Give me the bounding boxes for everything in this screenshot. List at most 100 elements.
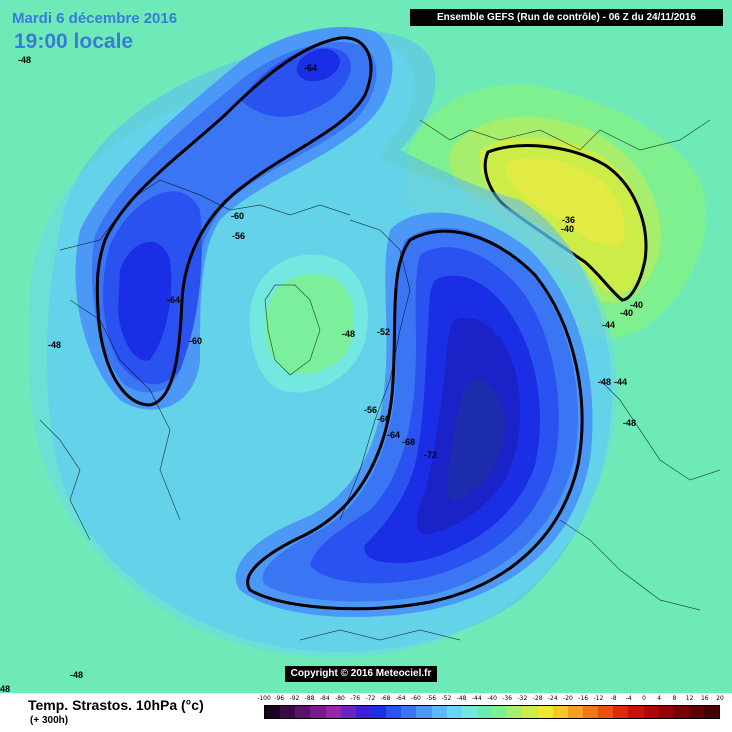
color-scale-tick-label: 12 [685, 695, 694, 702]
color-scale-swatch [507, 706, 523, 718]
color-scale-tick-label: -32 [517, 695, 528, 702]
color-scale-swatch [355, 706, 371, 718]
contour-label: -44 [602, 320, 615, 330]
color-scale-tick-label: -96 [274, 695, 285, 702]
color-scale-swatch [522, 706, 538, 718]
color-scale-tick-label: -64 [395, 695, 406, 702]
color-scale-swatch [265, 706, 281, 718]
contour-label: -48 [18, 55, 31, 65]
stratospheric-temperature-map: -48 -64 -60 -56 -64 -60 -48 -48 -52 -56 … [0, 0, 732, 693]
contour-label: -48 [342, 329, 355, 339]
contour-label: -64 [387, 430, 400, 440]
contour-label: -40 [620, 308, 633, 318]
color-scale-swatch [461, 706, 477, 718]
color-scale-tick-label: -60 [411, 695, 421, 702]
contour-label: -48 [48, 340, 61, 350]
coastlines [39, 119, 721, 641]
color-scale-swatch [688, 706, 705, 718]
color-scale-tick-label: 4 [657, 695, 662, 702]
model-run-label: Ensemble GEFS (Run de contrôle) - 06 Z d… [410, 9, 723, 26]
contour-label: -36 [562, 215, 575, 225]
color-scale-tick-label: -4 [625, 695, 632, 702]
polar-region [249, 254, 368, 393]
color-scale-swatch [340, 706, 356, 718]
contour-label: -40 [630, 300, 643, 310]
contour-label: -48 [623, 418, 636, 428]
color-scale-tick-label: -68 [380, 695, 391, 702]
contour-label: -56 [232, 231, 245, 241]
siberia-cold-lobe [235, 212, 593, 618]
color-scale-swatch [673, 706, 689, 718]
contour-label: -60 [377, 414, 390, 424]
color-scale-swatch [537, 706, 553, 718]
color-scale-swatch [613, 706, 629, 718]
color-scale-swatch [310, 706, 326, 718]
color-scale-swatch [628, 706, 644, 718]
color-scale-swatch [295, 706, 311, 718]
contour-label: -60 [189, 336, 202, 346]
color-scale-tick-label: -92 [289, 695, 300, 702]
color-scale-swatch [492, 706, 508, 718]
color-scale-tick-label: -80 [335, 695, 345, 702]
color-scale-tick-label: -88 [304, 695, 315, 702]
color-scale-bar [264, 705, 720, 719]
color-scale-tick-label: -100 [257, 695, 271, 702]
color-scale-swatch [416, 706, 432, 718]
color-scale-swatch [280, 706, 296, 718]
color-scale-tick-label: 20 [716, 695, 724, 702]
north-america-cold-lobe [75, 26, 393, 410]
color-scale-tick-label: -84 [319, 695, 330, 702]
contour-labels: -48 -64 -60 -56 -64 -60 -48 -48 -52 -56 … [0, 55, 643, 693]
color-scale-swatch [325, 706, 341, 718]
color-scale-swatch [370, 706, 387, 718]
contour-label: -56 [364, 405, 377, 415]
contour-label: -52 [377, 327, 390, 337]
contour-label: -60 [231, 211, 244, 221]
forecast-date: Mardi 6 décembre 2016 [12, 10, 178, 27]
color-scale-tick-label: -40 [487, 695, 497, 702]
color-scale-swatch [643, 706, 659, 718]
color-scale-tick-label: -12 [593, 695, 604, 702]
color-scale-swatch [704, 706, 720, 718]
color-scale-tick-label: -28 [532, 695, 543, 702]
color-scale-tick-label: 0 [642, 695, 646, 702]
contour-label: -72 [424, 450, 437, 460]
color-scale-tick-label: 8 [672, 695, 677, 702]
color-scale-swatch [401, 706, 417, 718]
color-scale-swatch [582, 706, 599, 718]
map-title: Temp. Strastos. 10hPa (°c) [28, 697, 204, 713]
color-scale-tick-label: -76 [350, 695, 361, 702]
contour-label: -64 [304, 63, 317, 73]
color-scale-tick-label: -16 [578, 695, 589, 702]
contour-label: -44 [614, 377, 627, 387]
color-scale-swatch [431, 706, 447, 718]
forecast-lead: (+ 300h) [30, 715, 69, 726]
contour-label: -48 [70, 670, 83, 680]
color-scale-tick-label: 16 [700, 695, 709, 702]
contour-label: -48 [598, 377, 611, 387]
color-scale-swatch [567, 706, 583, 718]
forecast-time: 19:00 locale [14, 30, 134, 53]
color-scale-swatch [446, 706, 462, 718]
color-scale-swatch [476, 706, 493, 718]
color-scale-swatch [386, 706, 402, 718]
contour-label: -68 [402, 437, 415, 447]
color-scale-labels: -100 -96 -92 -88 -84 -80 -76 -72 -68 -64 -60 -56 -52… [257, 695, 724, 704]
atlantic-warm-region [405, 84, 707, 339]
footer: Temp. Strastos. 10hPa (°c) (+ 300h) -100… [0, 693, 732, 732]
color-scale-tick-label: -52 [441, 695, 452, 702]
color-scale-tick-label: -8 [610, 695, 617, 702]
color-scale-swatch [598, 706, 614, 718]
color-scale-swatch [552, 706, 568, 718]
color-scale-tick-label: -56 [426, 695, 437, 702]
color-scale-tick-label: -48 [456, 695, 467, 702]
color-scale-tick-label: -44 [471, 695, 482, 702]
contour-label: -64 [167, 295, 180, 305]
contour-label: 48 [0, 684, 10, 693]
color-scale-swatch [658, 706, 674, 718]
color-scale-tick-label: -72 [365, 695, 376, 702]
color-scale-tick-label: -36 [502, 695, 513, 702]
copyright-label: Copyright © 2016 Meteociel.fr [285, 666, 437, 682]
contour-label: -40 [561, 224, 574, 234]
color-scale-tick-label: -24 [547, 695, 558, 702]
